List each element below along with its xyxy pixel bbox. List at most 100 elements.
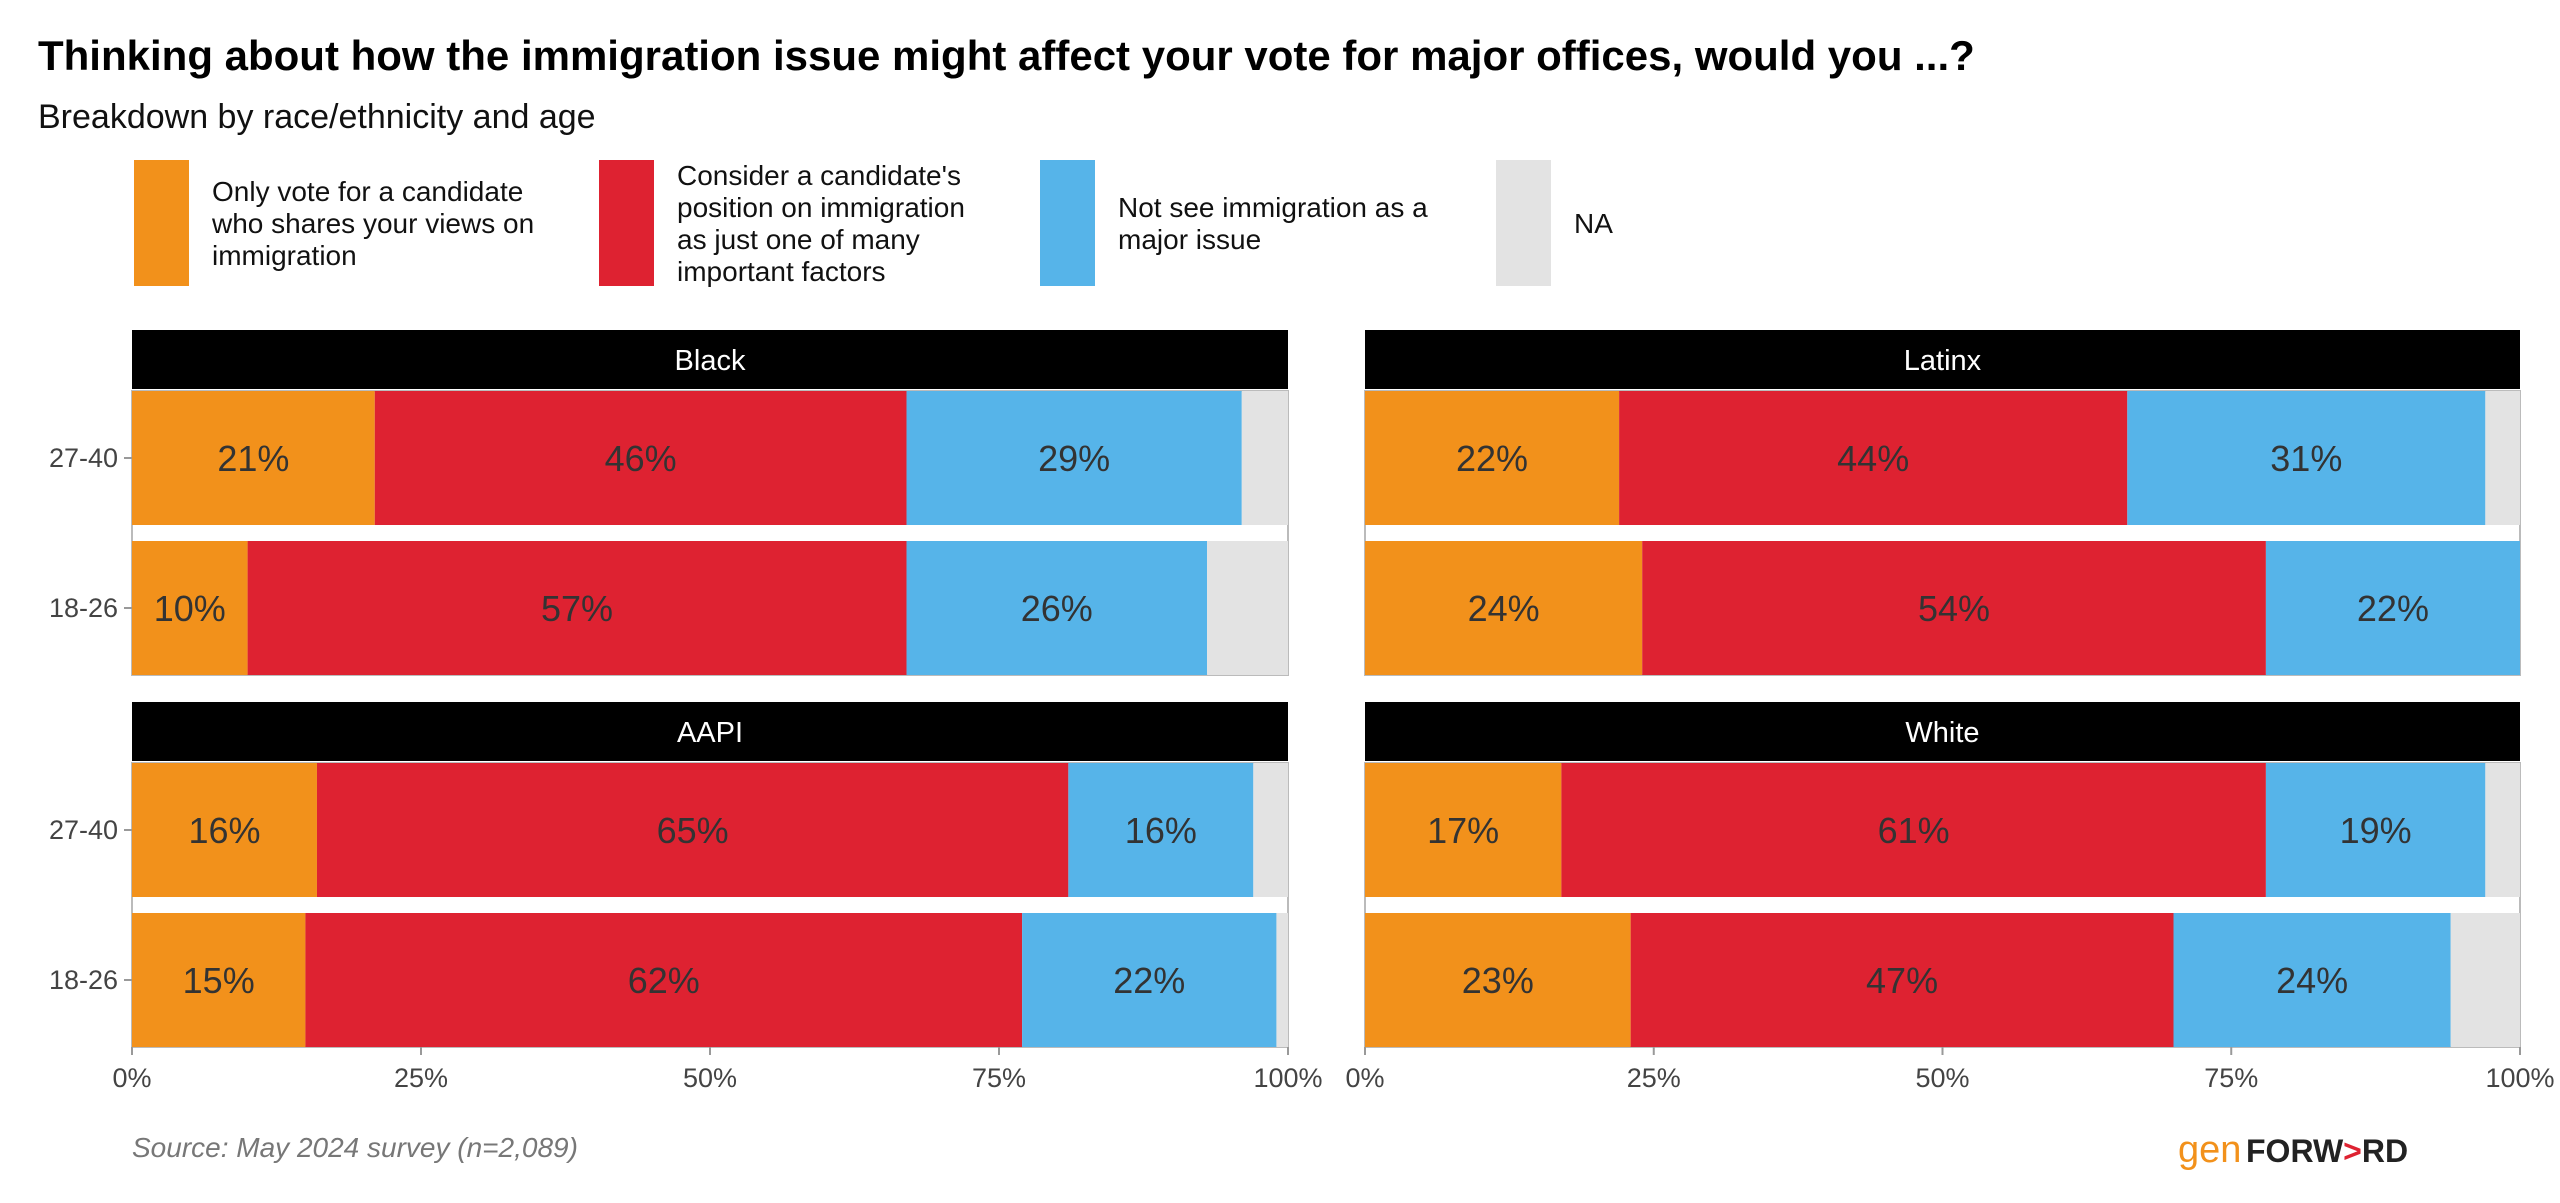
chart-title: Thinking about how the immigration issue… [38,32,1975,79]
data-label: 19% [2340,810,2412,851]
data-label: 10% [154,588,226,629]
data-label: 24% [1468,588,1540,629]
bar-segment [305,913,1023,1047]
x-tick-label: 75% [2204,1063,2258,1093]
bar-segment [132,391,375,525]
y-tick-label: 18-26 [49,965,118,995]
panels: Black 21% 46% 29% 27-40 10% 57% 26% 18-26 Latinx 2… [49,330,2555,1093]
panel-aapi: AAPI 16% 65% 16% 27-40 15% 62% 22% 18-26 0% 25% 50%… [49,702,1323,1093]
data-label: 46% [605,438,677,479]
data-label: 31% [2270,438,2342,479]
panel-strip-label: White [1905,717,1979,749]
data-label: 47% [1866,960,1938,1001]
data-label: 16% [188,810,260,851]
data-label: 15% [183,960,255,1001]
bar-segment [1068,763,1254,897]
x-tick-label: 100% [2485,1063,2554,1093]
data-label: 44% [1837,438,1909,479]
data-label: 22% [2357,588,2429,629]
panel-latinx: Latinx 22% 44% 31% 24% 54% 22% [1364,330,2521,676]
data-label: 62% [628,960,700,1001]
x-tick-label: 0% [1345,1063,1384,1093]
bar-segment [1207,541,1288,675]
panel-strip [1365,702,2520,761]
data-label: 16% [1125,810,1197,851]
panel-strip-label: AAPI [677,717,743,749]
legend-label: important factors [677,256,886,287]
data-label: 61% [1878,810,1950,851]
bar-segment [2173,913,2451,1047]
bar-segment [1630,913,2174,1047]
legend-label: Consider a candidate's [677,160,961,191]
bar-segment [132,913,306,1047]
data-label: 22% [1456,438,1528,479]
panel-strip [132,702,1288,761]
bar-segment [1022,913,1277,1047]
x-tick-label: 75% [972,1063,1026,1093]
x-tick-label: 0% [112,1063,151,1093]
legend-label: position on immigration [677,192,965,223]
logo-gen: gen [2178,1129,2241,1171]
data-label: 17% [1427,810,1499,851]
data-label: 57% [541,588,613,629]
bar-segment [132,763,317,897]
panel-black: Black 21% 46% 29% 27-40 10% 57% 26% 18-26 [49,330,1289,676]
y-tick-label: 18-26 [49,593,118,623]
x-tick-label: 25% [394,1063,448,1093]
genforward-logo: gen FORW>RD [2178,1129,2408,1171]
legend-label: NA [1574,208,1613,239]
bar-segment [906,391,1242,525]
data-label: 65% [657,810,729,851]
legend-label: Only vote for a candidate [212,176,523,207]
bar-segment [2265,763,2486,897]
x-tick-label: 100% [1253,1063,1322,1093]
bar-segment [906,541,1208,675]
bar-segment [1365,541,1643,675]
data-label: 29% [1038,438,1110,479]
panel-strip [1365,330,2520,389]
bar-segment [1365,391,1620,525]
panel-strip-label: Black [675,345,746,377]
legend-item: NA [1496,160,1613,286]
source-note: Source: May 2024 survey (n=2,089) [132,1132,578,1163]
bar-segment [1619,391,2128,525]
bar-segment [1561,763,2266,897]
data-label: 26% [1021,588,1093,629]
panel-strip [132,330,1288,389]
data-label: 23% [1462,960,1534,1001]
bar-segment [247,541,907,675]
chart-subtitle: Breakdown by race/ethnicity and age [38,98,596,136]
data-label: 24% [2276,960,2348,1001]
panel-white: White 17% 61% 19% 23% 47% 24% 0% 25% 50% 75% 100% [1345,702,2555,1093]
legend-label: immigration [212,240,357,271]
bar-segment [1365,763,1562,897]
bar-segment [374,391,907,525]
data-label: 22% [1113,960,1185,1001]
bar-segment [2485,391,2520,525]
bar-segment [2265,541,2520,675]
x-tick-label: 50% [1915,1063,1969,1093]
legend-label: Not see immigration as a [1118,192,1428,223]
data-label: 21% [217,438,289,479]
bar-segment [2127,391,2486,525]
x-tick-label: 50% [683,1063,737,1093]
bar-segment [1642,541,2266,675]
legend-swatch [599,160,654,286]
y-tick-label: 27-40 [49,815,118,845]
bar-segment [2450,913,2520,1047]
legend-swatch [1040,160,1095,286]
legend-swatch [1496,160,1551,286]
legend-label: as just one of many [677,224,920,255]
legend-label: major issue [1118,224,1261,255]
legend-label: who shares your views on [211,208,534,239]
y-tick-label: 27-40 [49,443,118,473]
panel-strip-label: Latinx [1904,345,1982,377]
logo-forward: FORW>RD [2246,1133,2408,1169]
bar-segment [1365,913,1631,1047]
bar-segment [1241,391,1288,525]
